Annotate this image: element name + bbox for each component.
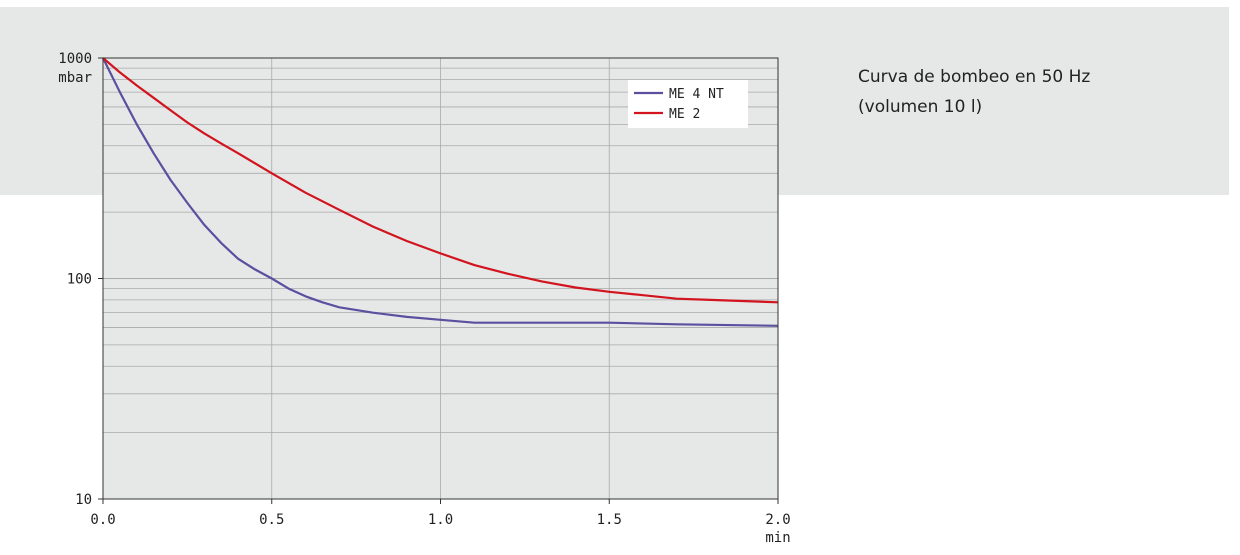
x-tick-label: 2.0: [765, 512, 790, 528]
legend-label: ME 4 NT: [669, 87, 724, 102]
legend-label: ME 2: [669, 107, 700, 122]
x-unit-label: min: [765, 530, 790, 546]
x-axis: 0.0 0.5 1.0 1.5 2.0 min: [90, 499, 791, 546]
x-tick-label: 1.5: [597, 512, 622, 528]
caption-line-1: Curva de bombeo en 50 Hz: [858, 67, 1091, 87]
series-line-me-4-nt: [102, 57, 779, 327]
x-tick-label: 0.0: [90, 512, 115, 528]
legend: ME 4 NT ME 2: [628, 80, 748, 128]
x-tick-label: 0.5: [259, 512, 284, 528]
x-tick-label: 1.0: [428, 512, 453, 528]
caption-line-2: (volumen 10 l): [858, 97, 983, 117]
legend-box: [628, 80, 748, 128]
y-tick-label: 10: [75, 492, 92, 508]
series-layer: [102, 57, 779, 327]
series-line-me-2: [102, 57, 779, 304]
y-tick-label: 1000: [58, 51, 92, 67]
chart-caption: Curva de bombeo en 50 Hz (volumen 10 l): [858, 62, 1198, 122]
y-tick-label: 100: [67, 272, 92, 288]
y-axis: 10 100 1000 mbar: [58, 51, 103, 508]
y-unit-label: mbar: [58, 70, 92, 86]
